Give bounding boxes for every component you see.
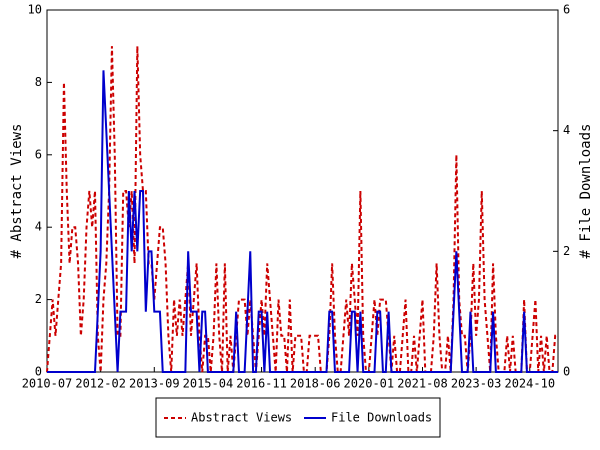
- x-tick-label: 2018-06: [290, 377, 341, 391]
- x-tick-label: 2016-11: [236, 377, 287, 391]
- x-tick-label: 2024-10: [504, 377, 555, 391]
- x-tick-label: 2021-08: [397, 377, 448, 391]
- x-tick-label: 2020-01: [344, 377, 395, 391]
- series-line: [46, 46, 558, 373]
- y2-tick-label: 0: [563, 365, 570, 379]
- y-tick-label: 10: [28, 3, 42, 17]
- x-tick-label: 2023-03: [451, 377, 502, 391]
- series-line: [47, 70, 558, 373]
- x-tick-label: 2015-04: [183, 377, 234, 391]
- y-axis-label: # Abstract Views: [9, 124, 25, 259]
- y-tick-label: 6: [35, 147, 42, 161]
- y2-axis-label: # File Downloads: [578, 124, 594, 259]
- y2-tick-label: 2: [563, 244, 570, 258]
- y2-tick-label: 4: [563, 123, 570, 137]
- legend-label: File Downloads: [331, 411, 432, 425]
- x-tick-label: 2012-02: [75, 377, 126, 391]
- y-tick-label: 8: [35, 75, 42, 89]
- y-tick-label: 0: [35, 365, 42, 379]
- y-tick-label: 2: [35, 292, 42, 306]
- legend-label: Abstract Views: [191, 411, 292, 425]
- y-tick-label: 4: [35, 220, 42, 234]
- y2-tick-label: 6: [563, 3, 570, 17]
- x-tick-label: 2013-09: [129, 377, 180, 391]
- x-tick-label: 2010-07: [22, 377, 73, 391]
- legend-box: [155, 397, 441, 438]
- plot-frame: [46, 9, 559, 373]
